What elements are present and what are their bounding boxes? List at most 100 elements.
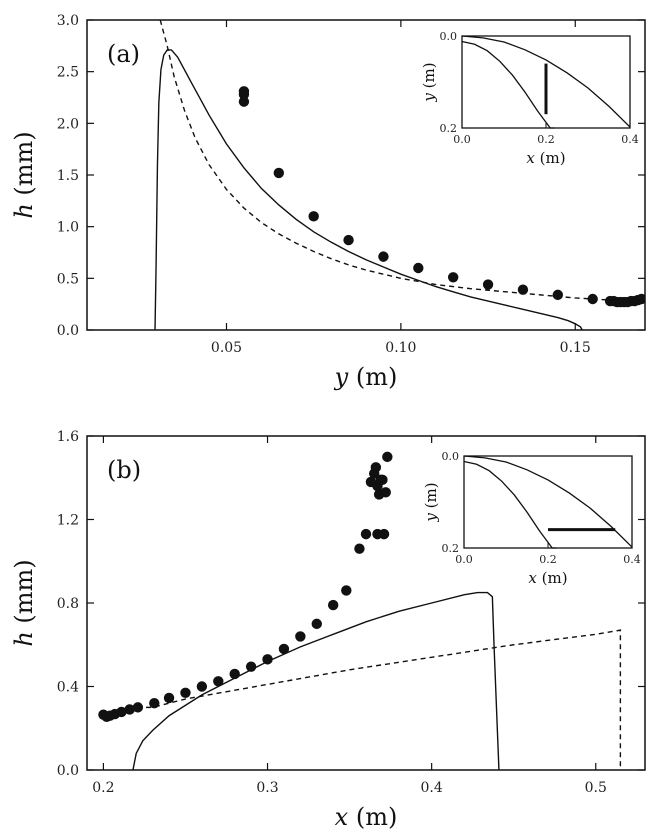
series-group: [154, 20, 645, 330]
inset-a: 0.0 0.2 0.40.00.2x (m)y (m): [420, 30, 639, 167]
x-axis-label-unit: (m): [348, 363, 397, 391]
data-point: [116, 706, 127, 718]
x-tick-label: 0.2: [92, 780, 114, 796]
data-point: [372, 528, 383, 540]
y-tick-label: 1.5: [57, 168, 79, 184]
data-point: [245, 661, 257, 672]
x-axis-label-var: x: [335, 803, 349, 831]
y-tick-label: 2.5: [57, 65, 79, 81]
y-tick-label: 0.0: [57, 763, 79, 779]
inset-y-axis-label-unit: (m): [422, 482, 440, 513]
dashed-curve: [128, 629, 622, 770]
data-point: [343, 234, 354, 246]
y-axis-label-var: h: [10, 631, 38, 646]
data-point: [308, 211, 319, 222]
y-axis-label-unit: (mm): [10, 131, 38, 203]
inset-y-axis-label-unit: (m): [420, 62, 438, 93]
data-point: [238, 89, 250, 100]
y-tick-label: 0.8: [57, 596, 79, 612]
data-point: [295, 631, 306, 642]
series-group: [98, 451, 622, 770]
panel-label: (a): [107, 40, 140, 68]
data-point: [311, 618, 322, 630]
data-point: [262, 654, 273, 665]
inset-y-tick-label: 0.2: [442, 542, 460, 555]
y-axis-label: h (mm): [10, 131, 38, 218]
data-point: [552, 289, 564, 301]
inset-y-axis-label: y (m): [422, 482, 440, 522]
inset-y-tick-label: 0.0: [442, 450, 460, 463]
x-axis-label: y (m): [334, 363, 398, 391]
data-point: [354, 543, 365, 554]
data-point: [447, 272, 459, 283]
x-tick-label: 0.5: [585, 780, 607, 796]
y-tick-label: 2.0: [57, 116, 79, 132]
inset-b: 0.0 0.2 0.40.00.2x (m)y (m): [422, 450, 641, 587]
y-tick-label: 1.6: [57, 429, 79, 445]
inset-inner-curve: [463, 460, 557, 549]
data-point: [413, 262, 424, 274]
data-point: [278, 643, 290, 655]
data-point: [273, 167, 285, 179]
y-tick-label: 0.4: [57, 680, 79, 696]
inset-x-axis-label-var: x: [528, 569, 537, 587]
inset-x-tick-label: 0.2: [539, 553, 557, 566]
inset-x-axis-label-unit: (m): [537, 569, 568, 587]
inset-y-axis-label: y (m): [420, 62, 438, 102]
y-tick-label: 0.0: [57, 323, 79, 339]
x-axis-label-var: y: [334, 363, 349, 391]
inset-x-tick-label: 0.4: [623, 553, 641, 566]
inset-x-axis-label-var: x: [526, 149, 535, 167]
inset-inner-curve: [461, 40, 555, 129]
y-axis-label-var: h: [10, 203, 38, 218]
inset-frame: [463, 455, 633, 549]
x-axis-label: x (m): [335, 803, 398, 831]
data-point: [375, 474, 386, 486]
inset-outer-curve: [461, 35, 631, 128]
solid-curve: [132, 591, 500, 770]
inset-y-tick-label: 0.2: [440, 122, 458, 135]
data-point: [180, 687, 191, 698]
x-tick-label: 0.05: [211, 340, 242, 356]
data-point: [327, 599, 339, 611]
data-point: [341, 585, 352, 596]
data-point: [213, 676, 224, 687]
inset-y-axis-label-var: y: [420, 93, 438, 103]
data-point: [636, 293, 645, 305]
inset-x-tick-label: 0.0: [455, 553, 473, 566]
data-point: [378, 251, 389, 262]
y-tick-label: 3.0: [57, 13, 79, 29]
y-tick-label: 1.2: [57, 513, 79, 529]
y-tick-label: 1.0: [57, 220, 79, 236]
inset-x-axis-label: x (m): [528, 569, 567, 587]
inset-x-tick-label: 0.4: [621, 133, 639, 146]
x-tick-label: 0.4: [421, 780, 443, 796]
x-tick-label: 0.10: [385, 340, 416, 356]
x-axis-label-unit: (m): [348, 803, 397, 831]
data-point: [163, 692, 175, 704]
data-point: [482, 279, 494, 290]
data-point: [360, 528, 372, 540]
panel-label: (b): [107, 456, 141, 484]
data-point: [370, 462, 382, 473]
data-point: [517, 284, 529, 295]
dashed-curve: [159, 20, 645, 302]
inset-outer-curve: [463, 455, 633, 548]
panel-b: 0.2 0.3 0.4 0.5 0.0 0.4 0.8 1.2 1.6 x (m) h (mm) (b…: [10, 429, 646, 831]
data-point: [382, 451, 393, 463]
inset-y-tick-label: 0.0: [440, 30, 458, 43]
inset-y-axis-label-var: y: [422, 513, 440, 523]
x-tick-label: 0.3: [256, 780, 278, 796]
inset-x-axis-label: x (m): [526, 149, 565, 167]
y-axis-label-unit: (mm): [10, 559, 38, 631]
solid-curve: [154, 49, 583, 330]
x-tick-label: 0.15: [560, 340, 591, 356]
y-axis-label: h (mm): [10, 559, 38, 646]
inset-x-tick-label: 0.2: [537, 133, 555, 146]
data-point: [196, 681, 208, 692]
y-tick-label: 0.5: [57, 271, 79, 287]
panel-a: 0.05 0.10 0.15 0.0 0.5 1.0 1.5 2.0 2.5 3.0 y (m) h …: [10, 13, 646, 391]
inset-x-tick-label: 0.0: [453, 133, 471, 146]
data-point: [380, 487, 391, 498]
